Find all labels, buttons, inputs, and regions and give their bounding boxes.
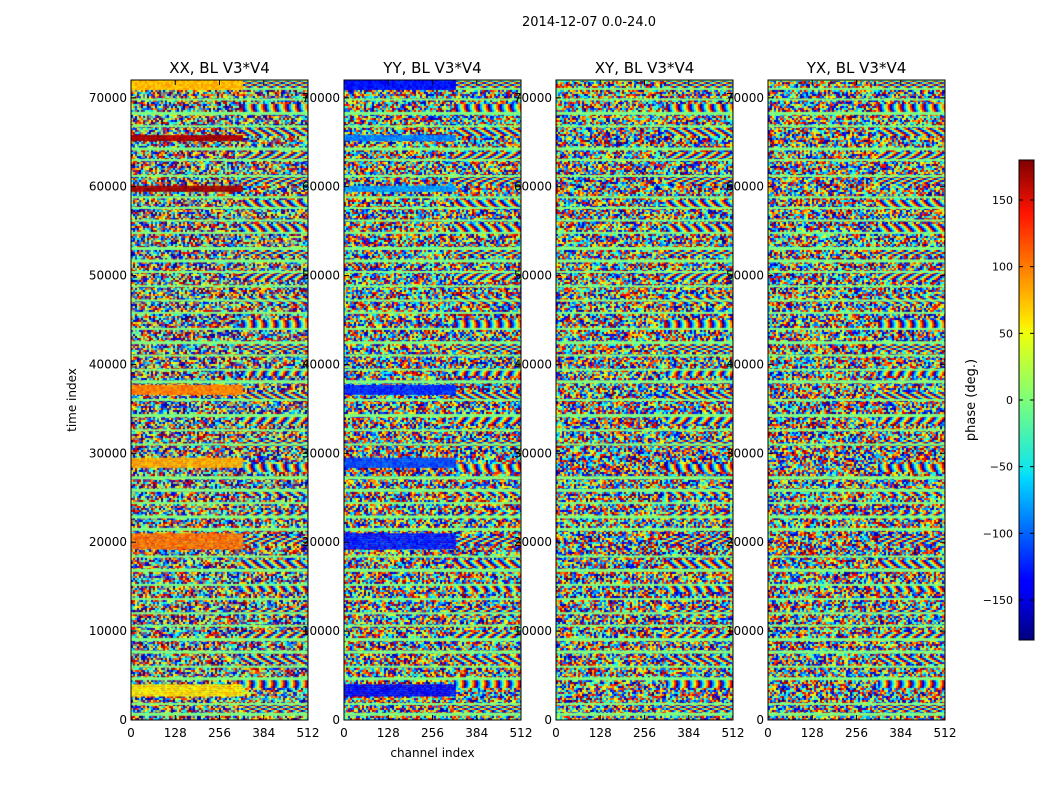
colorbar-tick-label: −50	[990, 461, 1013, 474]
heatmap-image	[768, 80, 945, 720]
y-tick-label: 10000	[726, 624, 764, 638]
y-tick-label: 50000	[302, 269, 340, 283]
y-tick-label: 60000	[89, 180, 127, 194]
x-tick-label: 0	[764, 726, 772, 740]
colorbar-label: phase (deg.)	[964, 359, 979, 441]
colorbar-tick-label: 50	[999, 327, 1013, 340]
y-tick-label: 0	[119, 713, 127, 727]
colorbar-tick-label: 100	[992, 261, 1013, 274]
y-tick-label: 70000	[89, 91, 127, 105]
y-tick-label: 10000	[514, 624, 552, 638]
panel-title: XY, BL V3*V4	[595, 59, 695, 77]
y-tick-label: 70000	[514, 91, 552, 105]
y-tick-label: 30000	[89, 446, 127, 460]
colorbar-tick-label: −150	[983, 594, 1013, 607]
y-tick-label: 40000	[514, 357, 552, 371]
x-tick-label: 384	[889, 726, 912, 740]
panel-2: XY, BL V3*V4 0 128 256 384 512 0 10000 20000 3000…	[514, 59, 745, 740]
y-tick-label: 30000	[726, 446, 764, 460]
x-tick-label: 128	[164, 726, 187, 740]
figure-suptitle: 2014-12-07 0.0-24.0	[522, 15, 656, 30]
y-tick-label: 40000	[726, 357, 764, 371]
heatmap-image	[344, 80, 521, 720]
y-tick-label: 50000	[514, 269, 552, 283]
x-tick-label: 384	[252, 726, 275, 740]
y-tick-label: 0	[332, 713, 340, 727]
y-tick-label: 50000	[726, 269, 764, 283]
y-tick-label: 70000	[726, 91, 764, 105]
heatmap-image	[556, 80, 733, 720]
y-tick-label: 30000	[302, 446, 340, 460]
x-tick-label: 0	[127, 726, 135, 740]
x-tick-label: 384	[677, 726, 700, 740]
y-tick-label: 60000	[302, 180, 340, 194]
x-tick-label: 256	[208, 726, 231, 740]
x-tick-label: 256	[845, 726, 868, 740]
y-tick-label: 20000	[89, 535, 127, 549]
y-tick-label: 70000	[302, 91, 340, 105]
x-tick-label: 128	[801, 726, 824, 740]
y-tick-label: 60000	[514, 180, 552, 194]
panel-3: YX, BL V3*V4 0 128 256 384 512 0 10000 20000 3000…	[726, 59, 957, 740]
y-tick-label: 10000	[89, 624, 127, 638]
y-tick-label: 10000	[302, 624, 340, 638]
x-tick-label: 512	[722, 726, 745, 740]
colorbar-tick-label: −100	[983, 527, 1013, 540]
x-tick-label: 256	[421, 726, 444, 740]
x-tick-label: 512	[934, 726, 957, 740]
panel-1: YY, BL V3*V4 0 128 256 384 512 0 10000 20000 3000…	[302, 59, 533, 760]
x-tick-label: 256	[633, 726, 656, 740]
colorbar-tick-label: 0	[1006, 394, 1013, 407]
heatmap-image	[131, 80, 308, 720]
x-tick-label: 0	[340, 726, 348, 740]
x-tick-label: 128	[377, 726, 400, 740]
x-tick-label: 0	[552, 726, 560, 740]
x-tick-label: 512	[297, 726, 320, 740]
y-tick-label: 20000	[302, 535, 340, 549]
y-tick-label: 0	[544, 713, 552, 727]
y-axis-label: time index	[65, 368, 79, 432]
y-tick-label: 0	[756, 713, 764, 727]
panel-title: YX, BL V3*V4	[806, 59, 907, 77]
y-tick-label: 40000	[89, 357, 127, 371]
y-tick-label: 20000	[514, 535, 552, 549]
x-tick-label: 384	[465, 726, 488, 740]
y-tick-label: 20000	[726, 535, 764, 549]
y-tick-label: 30000	[514, 446, 552, 460]
colorbar: 150 100 50 0 −50 −100 −150 phase (deg.)	[964, 159, 1035, 641]
panel-0: XX, BL V3*V4 0 128 256 384 512 0 10000 20000 3000…	[65, 59, 319, 740]
x-tick-label: 128	[589, 726, 612, 740]
panel-title: YY, BL V3*V4	[382, 59, 481, 77]
x-tick-label: 512	[510, 726, 533, 740]
panel-title: XX, BL V3*V4	[169, 59, 270, 77]
y-tick-label: 50000	[89, 269, 127, 283]
x-axis-label: channel index	[390, 746, 474, 760]
y-tick-label: 40000	[302, 357, 340, 371]
colorbar-tick-label: 150	[992, 194, 1013, 207]
y-tick-label: 60000	[726, 180, 764, 194]
